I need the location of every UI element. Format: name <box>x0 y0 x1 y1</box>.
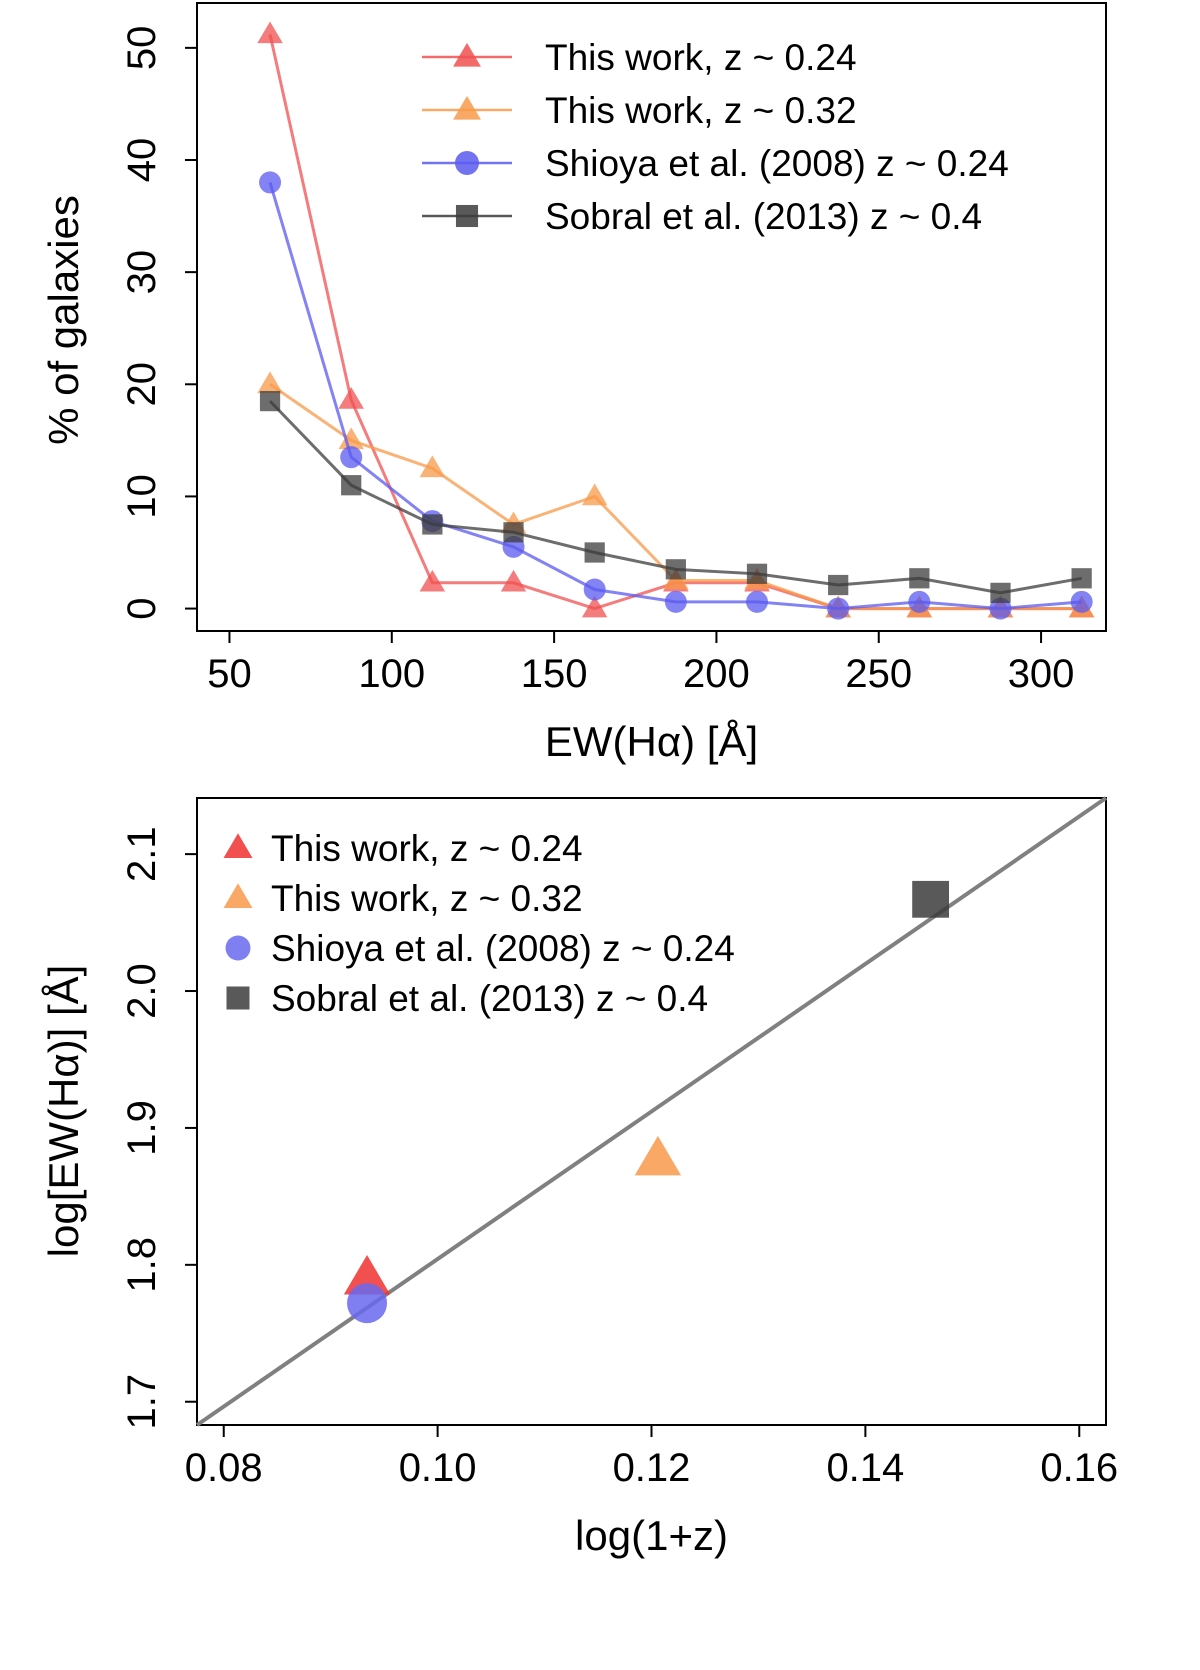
x-tick-label: 100 <box>358 652 425 696</box>
data-point <box>909 568 930 589</box>
legend-label: This work, z ~ 0.32 <box>545 90 857 131</box>
data-point <box>500 569 527 592</box>
legend-marker <box>223 883 253 908</box>
x-tick-label: 150 <box>521 652 588 696</box>
plot-frame <box>196 2 1107 632</box>
legend-item: This work, z ~ 0.32 <box>223 878 583 919</box>
legend-label: This work, z ~ 0.24 <box>545 37 857 78</box>
data-point <box>665 559 686 580</box>
data-point <box>341 475 362 496</box>
series-shioya-et-al-2008-z-0-24 <box>259 171 1093 620</box>
data-point <box>634 1135 682 1176</box>
legend-label: This work, z ~ 0.32 <box>271 878 583 919</box>
series-line <box>268 182 1082 611</box>
data-point <box>419 455 446 478</box>
data-point <box>338 387 364 409</box>
data-point <box>581 483 608 506</box>
legend-marker <box>226 986 250 1010</box>
y-tick-label: 50 <box>120 26 164 71</box>
y-tick-label: 2.0 <box>120 963 164 1019</box>
data-point <box>259 390 281 412</box>
data-point <box>584 542 605 563</box>
data-point <box>827 597 850 620</box>
data-point <box>343 1254 391 1295</box>
series-sobral-et-al-2013-z-0-4 <box>259 390 1092 603</box>
y-tick-label: 40 <box>120 138 164 183</box>
legend-marker <box>453 95 481 120</box>
x-tick-label: 0.12 <box>613 1446 691 1490</box>
y-tick-label: 10 <box>120 474 164 519</box>
data-point <box>908 590 931 613</box>
data-point <box>581 595 608 618</box>
data-point <box>664 590 687 613</box>
series-shioya-et-al-2008-z-0-24 <box>347 1283 388 1324</box>
x-tick-label: 0.08 <box>185 1446 263 1490</box>
data-point <box>257 371 283 394</box>
data-point <box>746 590 769 613</box>
bottom-panel-ew-vs-redshift: 0.08 0.10 0.12 0.14 0.16 1.7 1.8 1.9 2.0 2.1 log(1… <box>40 796 1118 1559</box>
data-point <box>338 427 364 450</box>
y-tick-label: 1.8 <box>120 1237 164 1293</box>
data-point <box>1071 568 1092 589</box>
data-point <box>503 522 524 543</box>
y-tick-label: 0 <box>120 597 164 619</box>
x-tick-label: 0.16 <box>1040 1446 1118 1490</box>
series-this-work-z-0-24 <box>343 1254 391 1295</box>
legend: This work, z ~ 0.24 This work, z ~ 0.32 Sh… <box>223 828 735 1019</box>
x-tick-label: 0.10 <box>399 1446 477 1490</box>
legend: This work, z ~ 0.24 This work, z ~ 0.32 Sh… <box>422 37 1009 237</box>
legend-label: Sobral et al. (2013) z ~ 0.4 <box>545 196 982 237</box>
legend-label: Shioya et al. (2008) z ~ 0.24 <box>271 928 735 969</box>
legend-marker <box>225 935 251 961</box>
y-tick-label: 1.9 <box>120 1100 164 1156</box>
x-tick-label: 0.14 <box>826 1446 904 1490</box>
data-point <box>1070 590 1093 613</box>
y-tick-label: 2.1 <box>120 826 164 882</box>
legend-item: Sobral et al. (2013) z ~ 0.4 <box>422 196 982 237</box>
fit-line <box>195 796 1108 1427</box>
legend-marker <box>223 833 253 858</box>
legend-item: Shioya et al. (2008) z ~ 0.24 <box>225 928 735 969</box>
data-point <box>259 171 282 194</box>
data-point <box>912 880 950 918</box>
series-this-work-z-0-32 <box>634 1135 682 1176</box>
x-tick-label: 200 <box>683 652 750 696</box>
legend-marker <box>453 42 481 67</box>
data-point <box>347 1283 388 1324</box>
legend-item: This work, z ~ 0.24 <box>223 828 583 869</box>
data-point <box>583 578 606 601</box>
series-sobral-et-al-2013-z-0-4 <box>912 880 950 918</box>
legend-label: This work, z ~ 0.24 <box>271 828 583 869</box>
data-point <box>340 446 363 469</box>
legend-marker <box>455 151 479 175</box>
y-axis-label: log[EW(Hα)] [Å] <box>40 965 87 1258</box>
data-point <box>828 574 849 596</box>
data-point <box>746 563 768 584</box>
x-axis-label: EW(Hα) [Å] <box>545 718 758 765</box>
x-tick-label: 50 <box>207 652 252 696</box>
legend-label: Shioya et al. (2008) z ~ 0.24 <box>545 143 1009 184</box>
data-point <box>422 514 443 535</box>
x-tick-label: 250 <box>845 652 912 696</box>
y-axis-label: % of galaxies <box>40 195 87 445</box>
series-this-work-z-0-32 <box>257 371 1095 618</box>
legend-item: Sobral et al. (2013) z ~ 0.4 <box>226 978 708 1019</box>
legend-item: This work, z ~ 0.24 <box>422 37 857 78</box>
legend-item: Shioya et al. (2008) z ~ 0.24 <box>422 143 1009 184</box>
y-tick-label: 20 <box>120 362 164 407</box>
legend-item: This work, z ~ 0.32 <box>422 90 857 131</box>
data-point <box>989 597 1012 620</box>
data-point <box>257 21 283 44</box>
data-point <box>990 582 1011 603</box>
x-tick-label: 300 <box>1008 652 1075 696</box>
data-point <box>419 569 446 592</box>
legend-label: Sobral et al. (2013) z ~ 0.4 <box>271 978 708 1019</box>
top-panel-ew-distribution: 50 100 150 200 250 300 0 10 20 30 40 50 EW(Hα) [Å] % … <box>40 2 1107 765</box>
x-axis-label: log(1+z) <box>575 1512 728 1559</box>
y-tick-label: 30 <box>120 250 164 295</box>
legend-marker <box>455 204 479 228</box>
y-tick-label: 1.7 <box>120 1374 164 1430</box>
